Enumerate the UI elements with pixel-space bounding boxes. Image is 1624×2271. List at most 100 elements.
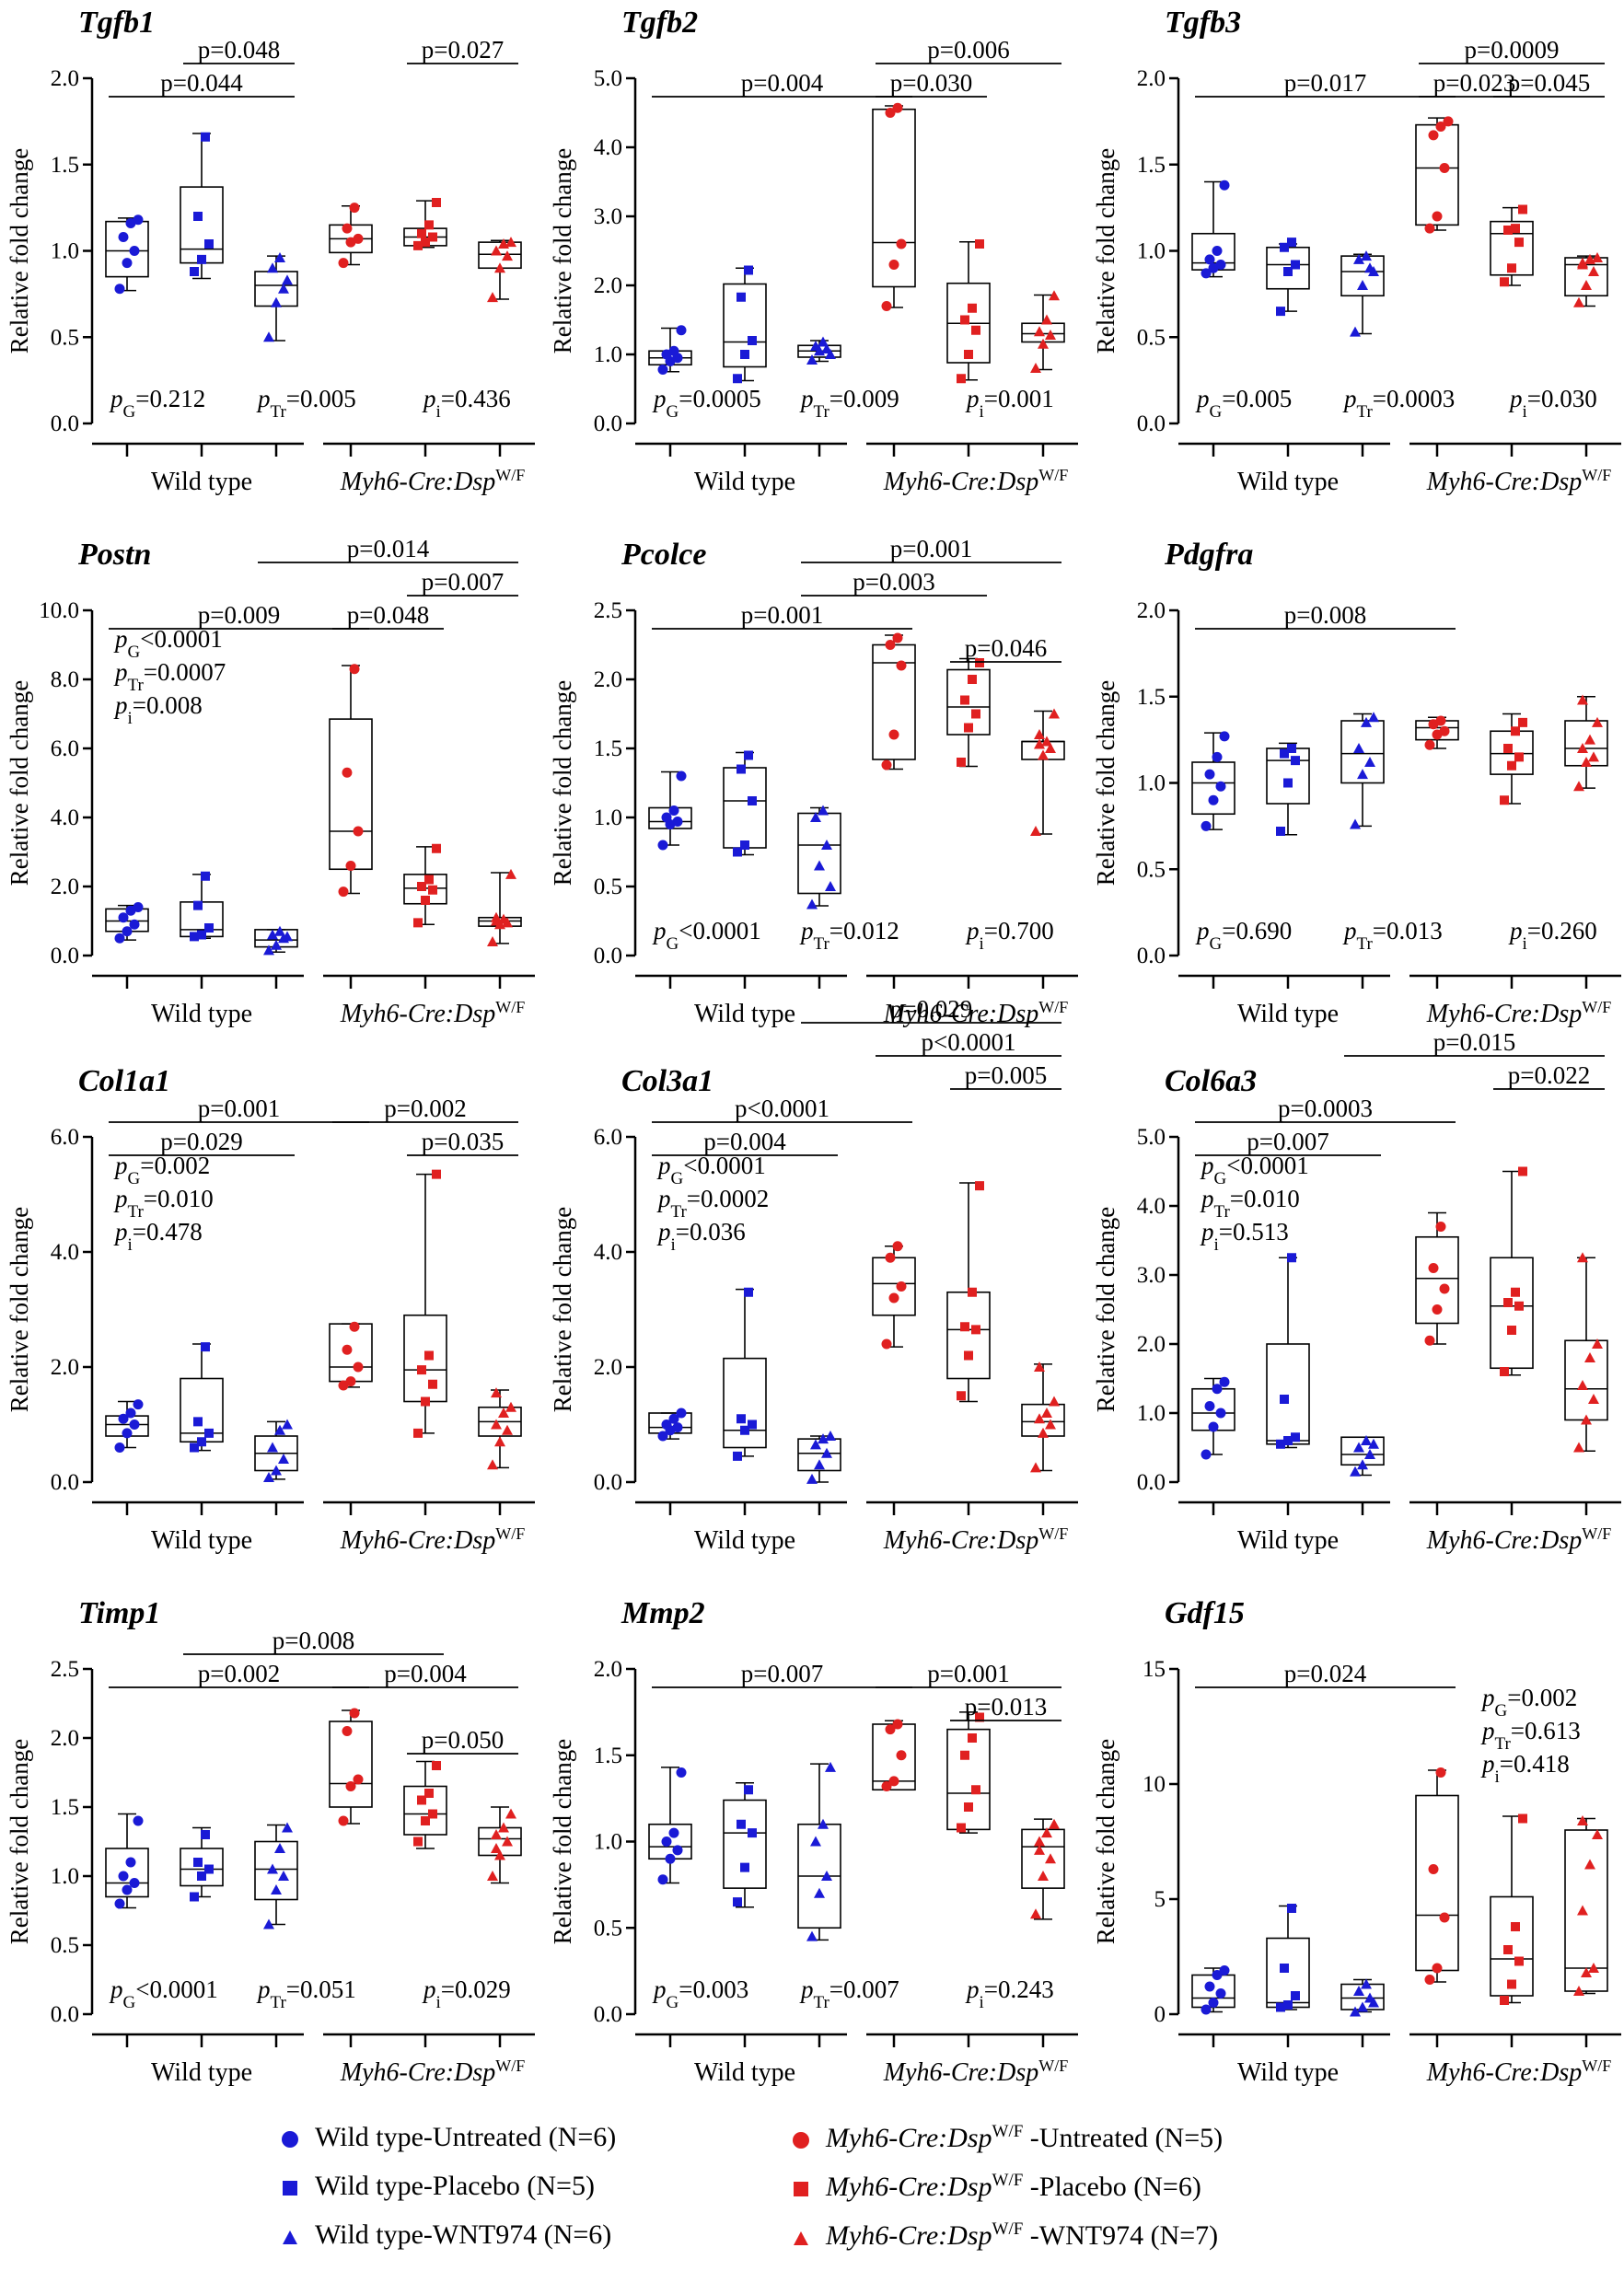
- data-point: [1038, 1427, 1049, 1438]
- data-point: [349, 1321, 360, 1332]
- box-iqr: [1415, 1235, 1459, 1325]
- box-4: [1490, 206, 1534, 286]
- data-point: [881, 1781, 892, 1791]
- data-point: [278, 1871, 289, 1881]
- y-tick-label: 5.0: [594, 66, 622, 91]
- comparison-pvalue: p=0.050: [422, 1726, 504, 1754]
- comparison-pvalue: p=0.009: [198, 601, 280, 629]
- data-point: [487, 292, 498, 303]
- group-label-wt: Wild type: [151, 468, 252, 496]
- data-point: [1584, 734, 1595, 745]
- stat-pvalue: pG=0.212: [109, 385, 205, 422]
- y-tick-label: 2.0: [594, 273, 622, 298]
- y-tick-label: 4.0: [594, 135, 622, 160]
- data-point: [125, 1857, 136, 1868]
- data-point: [1034, 1836, 1045, 1847]
- y-tick-label: 0.0: [1137, 944, 1166, 968]
- y-tick-label: 2.0: [594, 1657, 622, 1682]
- data-point: [881, 1338, 892, 1350]
- chart-panel-timp1: Timp1 0.0 0.5 1.0 1.5 2.0 2.5 Relative fold cha…: [0, 1591, 535, 2125]
- data-point: [193, 1417, 203, 1427]
- data-point: [657, 840, 668, 851]
- stat-pvalue: pG<0.0001: [652, 917, 761, 954]
- y-tick-label: 10.0: [39, 598, 79, 623]
- chart-title: Col1a1: [78, 1064, 170, 1098]
- data-point: [818, 1818, 829, 1829]
- data-point: [498, 1822, 509, 1833]
- chart-panel-col6a3: Col6a3 0.0 1.0 2.0 3.0 4.0 5.0 Relative fold ch…: [1086, 1028, 1621, 1593]
- data-point: [1573, 781, 1584, 792]
- data-point: [1514, 752, 1524, 762]
- data-point: [1435, 1222, 1446, 1232]
- data-point: [349, 1708, 360, 1719]
- stat-pvalue: pTr=0.010: [113, 1185, 214, 1222]
- y-axis-label: Relative fold change: [1092, 1739, 1119, 1944]
- box-5: [1021, 1818, 1065, 1920]
- data-point: [271, 1884, 282, 1894]
- box-0: [1191, 732, 1235, 830]
- stat-pvalue: pG=0.0005: [652, 385, 761, 422]
- stat-pvalue: pG<0.0001: [113, 625, 223, 662]
- data-point: [657, 1431, 668, 1442]
- y-tick-label: 10: [1143, 1772, 1166, 1797]
- data-point: [1034, 326, 1045, 337]
- stat-pvalue: pi=0.700: [965, 917, 1054, 954]
- data-point: [748, 1419, 757, 1430]
- data-point: [1592, 1338, 1603, 1349]
- box-iqr: [946, 1728, 991, 1831]
- data-point: [122, 258, 133, 269]
- chart-title: Pdgfra: [1164, 538, 1253, 572]
- blue-circle-icon: [276, 2122, 304, 2153]
- y-tick-label: 1.0: [1137, 239, 1166, 264]
- data-point: [349, 664, 360, 675]
- data-point: [201, 132, 210, 142]
- data-point: [267, 1442, 278, 1453]
- y-tick-label: 2.0: [51, 1726, 79, 1751]
- data-point: [263, 1918, 274, 1929]
- box-iqr: [1266, 1343, 1310, 1445]
- y-axis-label: Relative fold change: [1092, 680, 1119, 886]
- box-iqr: [946, 668, 991, 736]
- y-tick-label: 0.0: [1137, 411, 1166, 436]
- box-iqr: [723, 1799, 767, 1889]
- data-point: [1361, 1978, 1372, 1989]
- data-point: [421, 1396, 430, 1407]
- box-3: [329, 1709, 373, 1825]
- data-point: [1439, 1283, 1450, 1294]
- data-point: [125, 1408, 136, 1419]
- data-point: [888, 1776, 899, 1787]
- comparison-pvalue: p=0.029: [160, 1128, 242, 1155]
- box-1: [180, 1343, 224, 1452]
- data-point: [190, 267, 199, 276]
- comparison-pvalue: p<0.0001: [922, 1028, 1016, 1056]
- data-point: [129, 1878, 140, 1888]
- chart-svg: Timp1 0.0 0.5 1.0 1.5 2.0 2.5 Relative fold cha…: [6, 1596, 535, 2087]
- blue-triangle-icon: [276, 2219, 304, 2251]
- data-point: [204, 923, 214, 933]
- stat-pvalue: pTr=0.613: [1480, 1717, 1581, 1754]
- stat-pvalue: pTr=0.0007: [113, 658, 226, 695]
- data-point: [1208, 1421, 1219, 1432]
- chart-panel-tgfb1: Tgfb1 0.0 0.5 1.0 1.5 2.0 Relative fold change…: [0, 0, 535, 534]
- comparison-pvalue: p=0.004: [741, 69, 824, 97]
- data-point: [818, 1433, 829, 1444]
- comparison-pvalue: p<0.0001: [735, 1095, 829, 1122]
- legend-item-wt-placebo: Wild type-Placebo (N=5): [276, 2171, 595, 2202]
- data-point: [1424, 739, 1435, 750]
- chart-title: Col3a1: [621, 1064, 713, 1098]
- data-point: [1212, 246, 1223, 256]
- data-point: [424, 220, 434, 230]
- legend-item-wt-wnt974: Wild type-WNT974 (N=6): [276, 2219, 611, 2251]
- chart-title: Pcolce: [621, 538, 707, 572]
- comparison-pvalue: p=0.048: [198, 36, 280, 64]
- data-point: [814, 860, 825, 871]
- data-point: [964, 723, 973, 733]
- data-point: [432, 1761, 441, 1770]
- comparison-pvalue: p=0.003: [853, 568, 934, 596]
- data-point: [1291, 1432, 1300, 1443]
- group-label-wt: Wild type: [1237, 1000, 1339, 1028]
- data-point: [1215, 1988, 1226, 1999]
- y-axis-label: Relative fold change: [6, 148, 33, 353]
- data-point: [1511, 224, 1520, 234]
- data-point: [668, 805, 679, 816]
